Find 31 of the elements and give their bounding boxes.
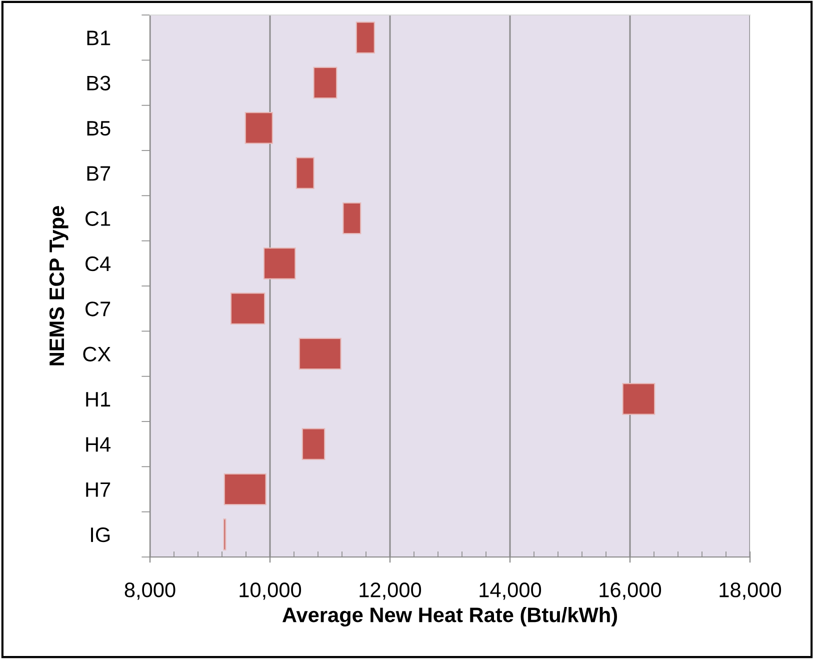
bar	[298, 338, 342, 370]
x-tick-label: 12,000	[360, 582, 422, 600]
bar	[296, 157, 314, 189]
y-tick-label: C7	[86, 302, 110, 316]
y-tick-label: CX	[83, 346, 111, 362]
x-tick-label: 8,000	[124, 582, 176, 600]
y-axis-title: NEMS ECP Type	[49, 206, 68, 366]
y-tick-label: C4	[86, 256, 110, 272]
bar	[302, 428, 326, 460]
bar	[313, 66, 338, 99]
bar	[224, 473, 266, 506]
x-tick-label: 14,000	[480, 582, 542, 600]
y-tick-label: H4	[86, 437, 110, 452]
y-tick-label: C1	[86, 211, 110, 226]
y-tick-label: B7	[87, 166, 110, 181]
bar	[342, 202, 362, 234]
x-axis-title: Average New Heat Rate (Btu/kWh)	[282, 606, 618, 626]
x-tick-label: 18,000	[720, 582, 782, 600]
y-tick-label: H7	[86, 482, 110, 497]
y-tick-label: B3	[87, 76, 110, 91]
bar	[244, 112, 273, 144]
y-tick-label: B5	[87, 121, 110, 136]
y-tick-label: B1	[87, 30, 110, 46]
y-tick-label: IG	[91, 527, 110, 542]
bar	[263, 248, 296, 280]
bar	[622, 383, 656, 415]
bar	[230, 292, 266, 324]
x-tick-label: 10,000	[240, 582, 302, 600]
y-tick-label: H1	[86, 392, 110, 406]
x-tick-label: 16,000	[600, 582, 662, 600]
bar	[356, 22, 375, 54]
